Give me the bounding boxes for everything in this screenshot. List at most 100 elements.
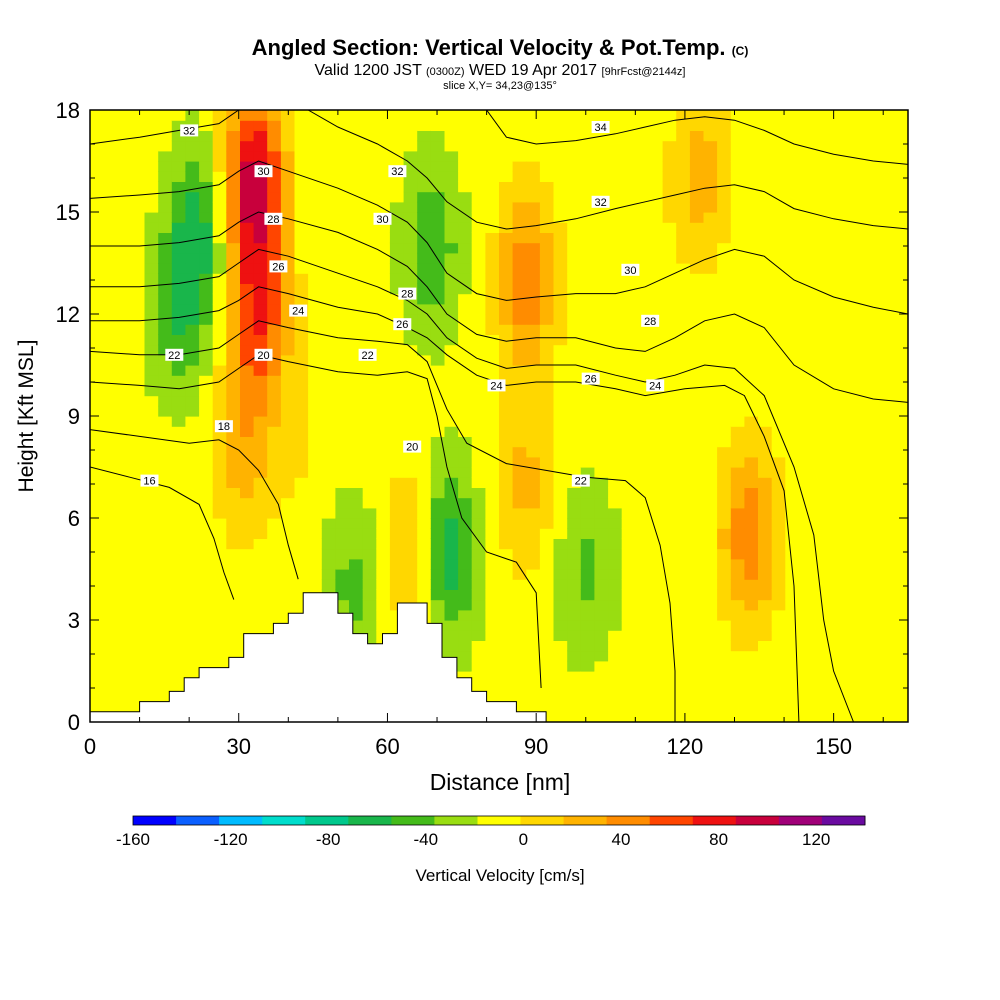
velocity-cell <box>539 242 555 254</box>
velocity-cell <box>158 324 173 335</box>
velocity-cell <box>539 538 555 550</box>
velocity-cell <box>294 365 309 376</box>
velocity-cell <box>185 405 200 417</box>
velocity-cell <box>240 416 255 427</box>
velocity-cell <box>880 538 895 550</box>
velocity-cell <box>662 711 677 722</box>
velocity-cell <box>553 120 568 131</box>
velocity-cell <box>758 222 773 233</box>
velocity-cell <box>294 283 309 295</box>
velocity-cell <box>199 314 214 325</box>
velocity-cell <box>458 487 473 499</box>
velocity-cell <box>580 293 595 305</box>
velocity-cell <box>649 671 664 682</box>
velocity-cell <box>894 620 908 631</box>
velocity-cell <box>580 354 595 366</box>
velocity-cell <box>117 691 132 703</box>
velocity-cell <box>512 609 527 621</box>
velocity-cell <box>321 252 336 264</box>
velocity-cell <box>539 487 555 499</box>
velocity-cell <box>117 538 132 550</box>
velocity-cell <box>785 691 800 703</box>
velocity-cell <box>171 660 186 672</box>
velocity-cell <box>185 630 200 641</box>
velocity-cell <box>90 650 105 662</box>
velocity-cell <box>662 477 677 488</box>
velocity-cell <box>130 599 146 611</box>
velocity-cell <box>512 569 527 580</box>
velocity-cell <box>471 660 486 672</box>
contour-label-bg <box>393 318 412 331</box>
velocity-cell <box>212 222 227 233</box>
velocity-cell <box>662 232 677 244</box>
velocity-cell <box>621 252 636 264</box>
velocity-cell <box>553 691 568 703</box>
velocity-cell <box>771 212 786 223</box>
velocity-cell <box>853 711 868 722</box>
velocity-cell <box>758 630 773 641</box>
velocity-cell <box>403 222 418 233</box>
velocity-cell <box>376 232 391 244</box>
velocity-cell <box>880 548 895 560</box>
velocity-cell <box>839 201 854 213</box>
velocity-cell <box>158 354 173 366</box>
velocity-cell <box>567 507 582 519</box>
velocity-cell <box>744 507 759 519</box>
velocity-cell <box>539 395 555 407</box>
velocity-cell <box>608 436 623 448</box>
velocity-cell <box>512 344 527 356</box>
velocity-cell <box>894 671 908 682</box>
velocity-cell <box>703 273 718 284</box>
velocity-cell <box>689 660 705 672</box>
velocity-cell <box>812 130 827 142</box>
velocity-cell <box>103 426 118 437</box>
velocity-cell <box>144 456 159 468</box>
velocity-cell <box>158 385 173 397</box>
velocity-cell <box>349 416 364 427</box>
velocity-cell <box>567 426 582 437</box>
isentrope-line <box>90 248 854 722</box>
velocity-cell <box>676 344 691 356</box>
velocity-cell <box>730 630 745 641</box>
velocity-cell <box>362 181 377 193</box>
velocity-cell <box>130 303 146 315</box>
velocity-cell <box>144 630 159 641</box>
velocity-cell <box>471 609 486 621</box>
velocity-cell <box>499 518 514 529</box>
velocity-cell <box>458 609 473 621</box>
velocity-cell <box>594 242 609 254</box>
velocity-cell <box>785 222 800 233</box>
velocity-cell <box>458 303 473 315</box>
velocity-cell <box>212 569 227 580</box>
velocity-cell <box>894 334 908 346</box>
velocity-cell <box>785 150 800 162</box>
velocity-cell <box>90 548 105 560</box>
velocity-cell <box>580 232 595 244</box>
velocity-cell <box>867 344 882 356</box>
velocity-cell <box>662 375 677 386</box>
velocity-cell <box>280 558 296 570</box>
velocity-cell <box>458 232 473 244</box>
velocity-cell <box>798 324 814 335</box>
y-tick-label: 3 <box>68 608 80 633</box>
velocity-cell <box>335 232 350 244</box>
velocity-cell <box>280 140 296 152</box>
velocity-cell <box>785 252 800 264</box>
velocity-cell <box>499 548 514 560</box>
velocity-cell <box>594 232 609 244</box>
velocity-cell <box>90 110 105 121</box>
velocity-cell <box>594 283 609 295</box>
velocity-cell <box>758 650 773 662</box>
velocity-cell <box>744 314 759 325</box>
velocity-cell <box>853 691 868 703</box>
velocity-cell <box>294 181 309 193</box>
velocity-cell <box>240 589 255 601</box>
velocity-cell <box>853 497 868 509</box>
velocity-cell <box>703 650 718 662</box>
velocity-cell <box>294 344 309 356</box>
velocity-cell <box>226 212 241 223</box>
velocity-cell <box>798 334 814 346</box>
velocity-cell <box>171 599 186 611</box>
contour-label: 30 <box>624 265 636 277</box>
velocity-cell <box>689 171 705 182</box>
